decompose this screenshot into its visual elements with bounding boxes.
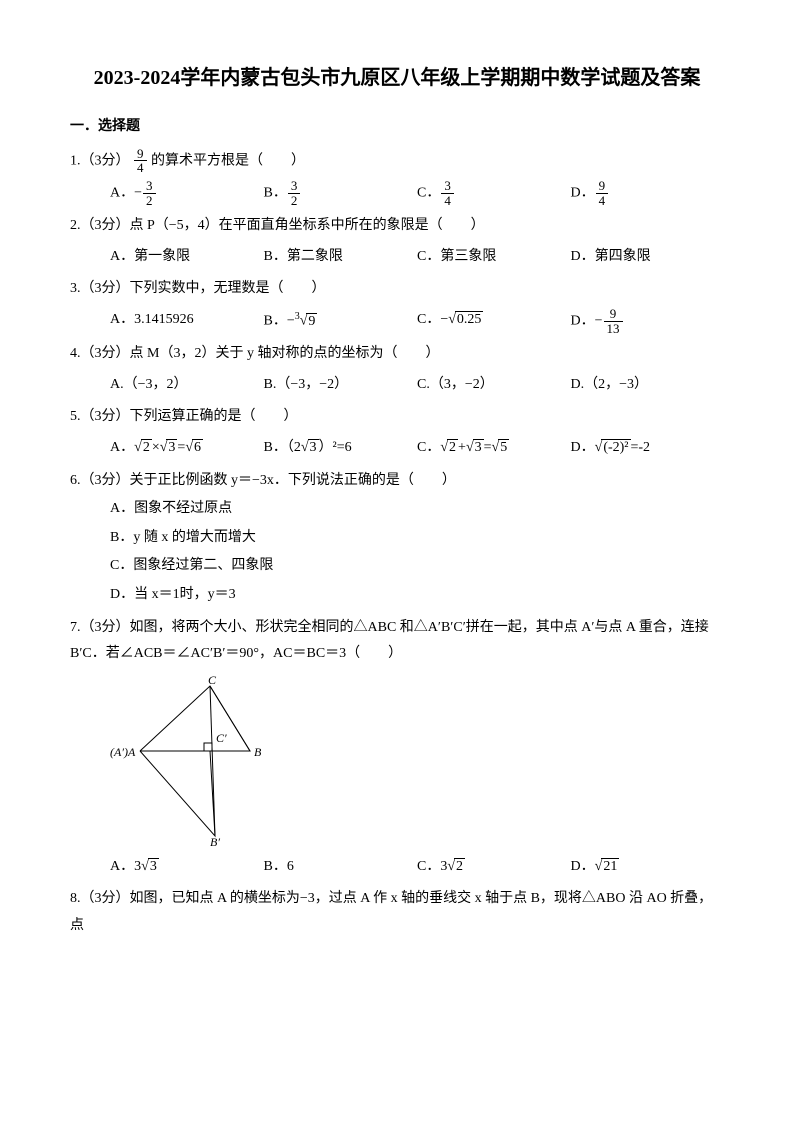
- q6-option-a: A．图象不经过原点: [110, 496, 724, 523]
- q4-options: A.（−3，2） B.（−3，−2） C.（3，−2） D.（2，−3）: [70, 372, 724, 399]
- label-c: C: [208, 676, 217, 687]
- question-3: 3.（3分）下列实数中，无理数是（ ） A．3.1415926 B．−3√9 C…: [70, 276, 724, 335]
- q5-options: A．√2×√3=√6 B．（2√3）²=6 C．√2+√3=√5 D．√(-2)…: [70, 435, 724, 462]
- label-a: (A′)A: [110, 745, 136, 759]
- q1-option-a: A．−32: [110, 179, 264, 207]
- q7-option-b: B．6: [264, 854, 418, 881]
- q6-options: A．图象不经过原点 B．y 随 x 的增大而增大 C．图象经过第二、四象限 D．…: [70, 496, 724, 608]
- q1-option-c: C．34: [417, 179, 571, 207]
- q1-option-b: B．32: [264, 179, 418, 207]
- q7-stem: 7.（3分）如图，将两个大小、形状完全相同的△ABC 和△A′B′C′拼在一起，…: [70, 615, 724, 668]
- question-1: 1.（3分） 94 的算术平方根是（ ） A．−32 B．32 C．34 D．9…: [70, 147, 724, 208]
- q2-option-b: B．第二象限: [264, 244, 418, 271]
- q6-stem: 6.（3分）关于正比例函数 y＝−3x．下列说法正确的是（ ）: [70, 468, 724, 495]
- q1-option-d: D．94: [571, 179, 725, 207]
- q7-option-d: D．√21: [571, 854, 725, 881]
- label-b: B: [254, 745, 262, 759]
- q3-stem: 3.（3分）下列实数中，无理数是（ ）: [70, 276, 724, 303]
- q2-option-a: A．第一象限: [110, 244, 264, 271]
- q5-option-c: C．√2+√3=√5: [417, 435, 571, 462]
- q6-option-c: C．图象经过第二、四象限: [110, 553, 724, 580]
- q4-option-d: D.（2，−3）: [571, 372, 725, 399]
- q5-option-d: D．√(-2)²=-2: [571, 435, 725, 462]
- q4-option-b: B.（−3，−2）: [264, 372, 418, 399]
- question-2: 2.（3分）点 P（−5，4）在平面直角坐标系中所在的象限是（ ） A．第一象限…: [70, 213, 724, 270]
- question-5: 5.（3分）下列运算正确的是（ ） A．√2×√3=√6 B．（2√3）²=6 …: [70, 404, 724, 461]
- q1-options: A．−32 B．32 C．34 D．94: [70, 179, 724, 207]
- q6-option-d: D．当 x＝1时，y＝3: [110, 582, 724, 609]
- label-cp: C′: [216, 731, 227, 745]
- q3-option-b: B．−3√9: [264, 307, 418, 335]
- q5-stem: 5.（3分）下列运算正确的是（ ）: [70, 404, 724, 431]
- q1-fraction: 94: [134, 147, 147, 175]
- q7-diagram: C C′ (A′)A B B′: [110, 676, 310, 846]
- q5-option-b: B．（2√3）²=6: [264, 435, 418, 462]
- q7-option-c: C．3√2: [417, 854, 571, 881]
- question-6: 6.（3分）关于正比例函数 y＝−3x．下列说法正确的是（ ） A．图象不经过原…: [70, 468, 724, 609]
- q2-stem: 2.（3分）点 P（−5，4）在平面直角坐标系中所在的象限是（ ）: [70, 213, 724, 240]
- q7-options: A．3√3 B．6 C．3√2 D．√21: [70, 854, 724, 881]
- q5-option-a: A．√2×√3=√6: [110, 435, 264, 462]
- section-header: 一．选择题: [70, 114, 724, 141]
- question-8: 8.（3分）如图，已知点 A 的横坐标为−3，过点 A 作 x 轴的垂线交 x …: [70, 886, 724, 939]
- q4-option-a: A.（−3，2）: [110, 372, 264, 399]
- q7-option-a: A．3√3: [110, 854, 264, 881]
- q8-stem: 8.（3分）如图，已知点 A 的横坐标为−3，过点 A 作 x 轴的垂线交 x …: [70, 886, 724, 939]
- q4-option-c: C.（3，−2）: [417, 372, 571, 399]
- q3-option-d: D．−913: [571, 307, 725, 335]
- q4-stem: 4.（3分）点 M（3，2）关于 y 轴对称的点的坐标为（ ）: [70, 341, 724, 368]
- question-7: 7.（3分）如图，将两个大小、形状完全相同的△ABC 和△A′B′C′拼在一起，…: [70, 615, 724, 881]
- q1-stem-a: 1.（3分）: [70, 153, 130, 168]
- q6-option-b: B．y 随 x 的增大而增大: [110, 525, 724, 552]
- label-bp: B′: [210, 835, 220, 846]
- q2-options: A．第一象限 B．第二象限 C．第三象限 D．第四象限: [70, 244, 724, 271]
- q3-options: A．3.1415926 B．−3√9 C．−√0.25 D．−913: [70, 307, 724, 335]
- q3-option-a: A．3.1415926: [110, 307, 264, 335]
- q2-option-c: C．第三象限: [417, 244, 571, 271]
- q3-option-c: C．−√0.25: [417, 307, 571, 335]
- q2-option-d: D．第四象限: [571, 244, 725, 271]
- q1-stem-b: 的算术平方根是（ ）: [151, 153, 305, 168]
- question-4: 4.（3分）点 M（3，2）关于 y 轴对称的点的坐标为（ ） A.（−3，2）…: [70, 341, 724, 398]
- page-title: 2023-2024学年内蒙古包头市九原区八年级上学期期中数学试题及答案: [70, 60, 724, 96]
